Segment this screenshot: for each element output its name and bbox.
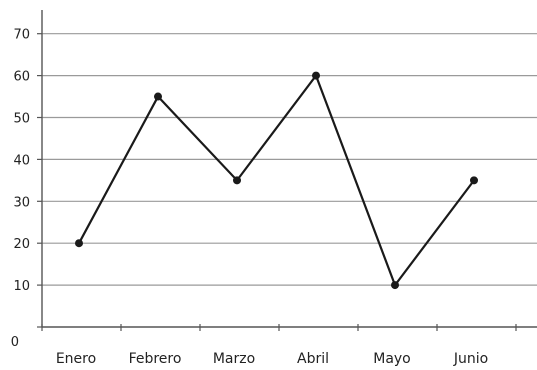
x-tick-label: Marzo — [213, 351, 255, 367]
x-tick-label: Abril — [297, 351, 329, 367]
data-point-junio — [470, 176, 478, 185]
data-point-enero — [75, 239, 83, 248]
y-tick-label: 50 — [13, 112, 30, 127]
data-point-febrero — [154, 92, 162, 101]
data-point-mayo — [391, 281, 399, 290]
data-point-abril — [312, 71, 320, 80]
y-tick-label: 30 — [13, 195, 30, 210]
y-tick-label: 20 — [13, 237, 30, 252]
y-tick-label: 60 — [13, 70, 30, 85]
y-tick-label: 70 — [13, 28, 30, 43]
grid-lines — [42, 33, 537, 286]
x-axis-ticks: Enero Febrero Marzo Abril Mayo Junio — [41, 324, 517, 367]
data-point-marzo — [233, 176, 241, 185]
x-tick-label: Junio — [453, 351, 488, 367]
y-tick-label: 10 — [13, 279, 30, 294]
series-line — [78, 73, 475, 288]
y-axis-ticks: 0 10 20 30 40 50 60 70 — [11, 28, 42, 350]
y-tick-label: 0 — [11, 335, 19, 350]
x-tick-label: Enero — [56, 351, 96, 367]
x-tick-label: Mayo — [373, 351, 411, 367]
axes — [41, 10, 537, 328]
series-layer — [75, 71, 478, 290]
x-tick-label: Febrero — [129, 351, 182, 367]
y-tick-label: 40 — [13, 153, 30, 168]
